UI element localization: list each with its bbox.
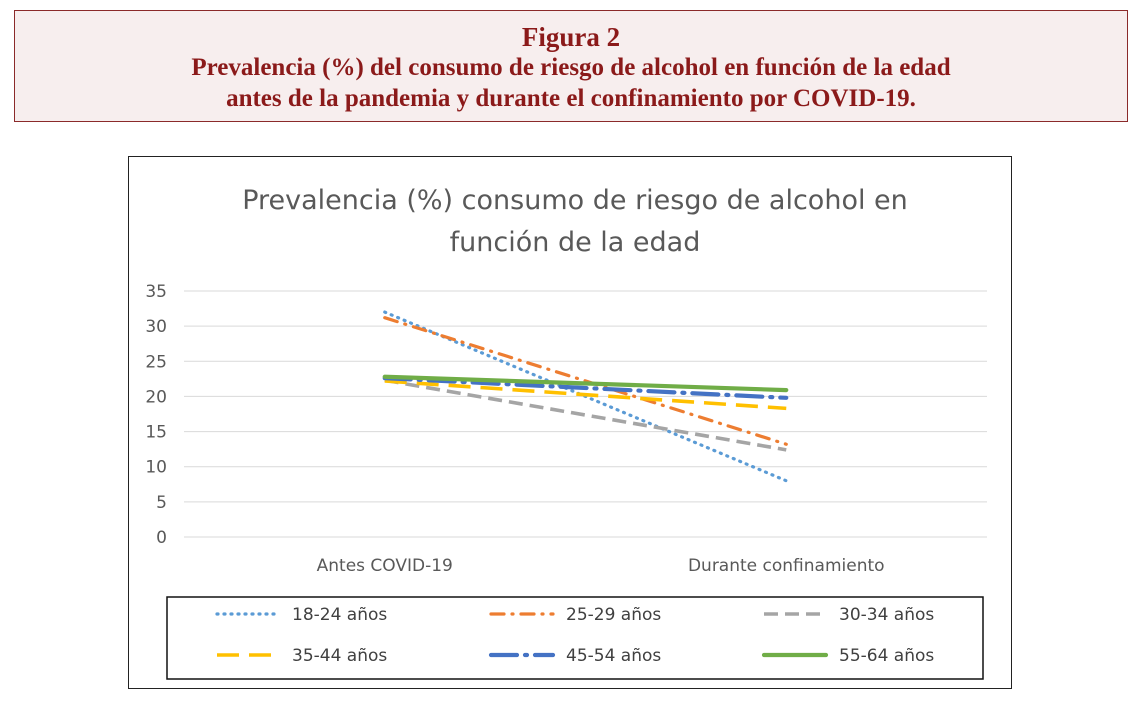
- legend-box: [166, 596, 984, 680]
- figure-number: Figura 2: [521, 22, 621, 52]
- y-tick-label: 15: [145, 423, 167, 443]
- chart-title-line-2: función de la edad: [450, 227, 701, 258]
- legend-label: 30-34 años: [839, 605, 934, 625]
- gridlines: [184, 290, 987, 538]
- y-axis-ticks: 0 5 10 15 20 25 30 35: [145, 282, 167, 548]
- legend-label: 25-29 años: [566, 605, 661, 625]
- series-line: [382, 376, 789, 400]
- chart-title-line-1: Prevalencia (%) consumo de riesgo de alc…: [242, 185, 908, 216]
- x-axis-ticks: Antes COVID-19 Durante confinamiento: [317, 556, 885, 576]
- series-line: [384, 378, 787, 452]
- legend-label: 35-44 años: [292, 646, 387, 666]
- legend-label: 18-24 años: [292, 605, 387, 625]
- x-tick-label: Durante confinamiento: [688, 556, 885, 576]
- y-tick-label: 25: [145, 352, 167, 372]
- chart-container: Prevalencia (%) consumo de riesgo de alc…: [128, 156, 1012, 689]
- y-tick-label: 20: [145, 387, 167, 407]
- y-tick-label: 10: [145, 458, 167, 478]
- series-lines: [382, 310, 789, 483]
- series-line: [384, 379, 787, 411]
- y-tick-label: 30: [145, 317, 167, 337]
- legend-label: 45-54 años: [566, 646, 661, 666]
- figure-caption-line-1: Prevalencia (%) del consumo de riesgo de…: [191, 54, 951, 81]
- x-tick-label: Antes COVID-19: [317, 556, 453, 576]
- y-tick-label: 5: [156, 493, 167, 513]
- line-chart: Prevalencia (%) consumo de riesgo de alc…: [145, 185, 987, 680]
- series-line: [383, 316, 788, 446]
- figure-header: Figura 2 Prevalencia (%) del consumo de …: [14, 10, 1128, 122]
- figure-caption-line-2: antes de la pandemia y durante el confin…: [226, 85, 916, 112]
- legend-label: 55-64 años: [839, 646, 934, 666]
- y-tick-label: 35: [145, 282, 167, 302]
- y-tick-label: 0: [156, 528, 167, 548]
- series-line: [382, 374, 789, 393]
- legend: 18-24 años 25-29 años 30-34 años 35-44 años…: [215, 605, 934, 666]
